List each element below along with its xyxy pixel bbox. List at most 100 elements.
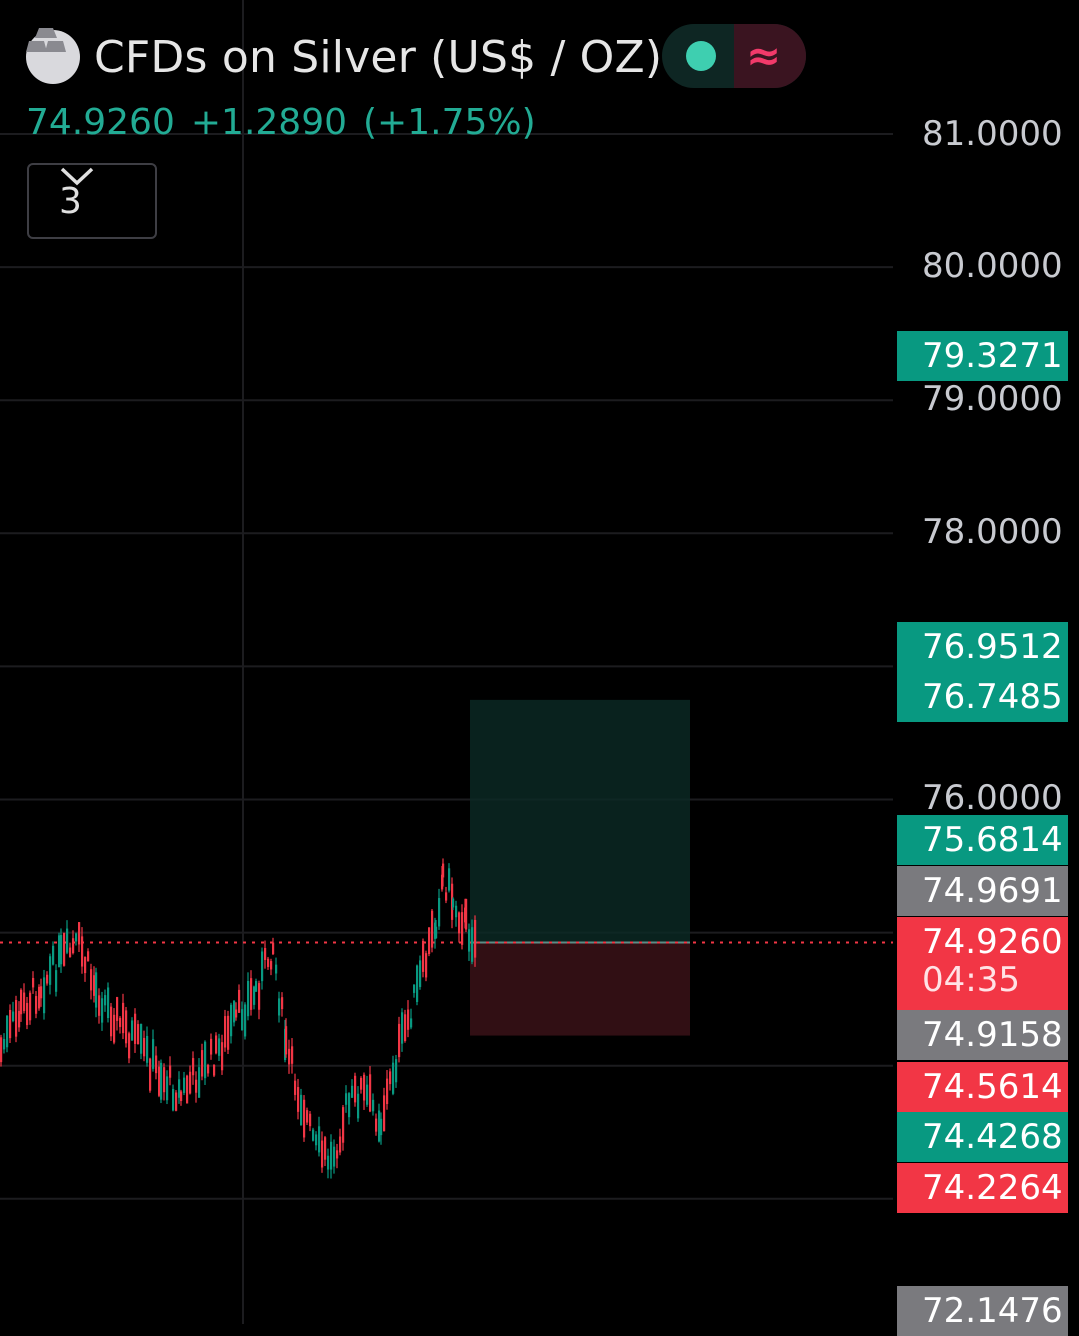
candle	[149, 1058, 152, 1091]
candle	[192, 1058, 195, 1076]
axis-label: 76.0000	[922, 778, 1063, 818]
candle	[294, 1080, 297, 1095]
candle	[404, 1014, 407, 1042]
price-tag[interactable]: 74.4268	[897, 1112, 1068, 1162]
candle	[93, 975, 96, 996]
candle	[107, 987, 110, 1019]
candle	[186, 1075, 189, 1104]
candle	[72, 938, 75, 954]
candle	[35, 996, 38, 1014]
symbol-title[interactable]: CFDs on Silver (US$ / OZ)	[94, 31, 663, 83]
candle	[32, 977, 35, 988]
candle	[375, 1118, 378, 1132]
candle	[442, 863, 445, 878]
candle	[419, 960, 422, 987]
candle	[63, 932, 66, 966]
candle	[189, 1071, 192, 1094]
candle	[116, 997, 119, 1021]
candle	[285, 1026, 288, 1055]
candle	[380, 1118, 383, 1136]
candle	[152, 1039, 155, 1069]
price-tag-value: 74.4268	[922, 1117, 1063, 1157]
current-price-tag[interactable]: 74.9260 04:35	[897, 917, 1068, 1011]
candle	[261, 951, 264, 982]
axis-label: 78.0000	[922, 512, 1063, 552]
price-tag[interactable]: 74.9691	[897, 866, 1068, 916]
symbol-header[interactable]: CFDs on Silver (US$ / OZ)	[26, 26, 662, 88]
indicators-toggle-button[interactable]: 3	[27, 163, 157, 239]
candle	[122, 1002, 125, 1034]
candle	[428, 927, 431, 954]
candle	[180, 1091, 183, 1101]
candle	[40, 986, 43, 999]
candle	[321, 1140, 324, 1168]
market-status-pill[interactable]: ≈	[662, 24, 806, 88]
candle	[125, 1010, 128, 1044]
price-tag[interactable]: 75.6814	[897, 815, 1068, 865]
candle	[258, 983, 261, 1010]
candle	[213, 1064, 216, 1076]
candle	[131, 1020, 134, 1041]
candle	[101, 998, 104, 1023]
candle	[431, 910, 434, 948]
price-tag-value: 74.2264	[922, 1168, 1063, 1208]
candle	[241, 1009, 244, 1031]
candle	[461, 912, 464, 945]
candle	[366, 1084, 369, 1105]
price-tag-value: 74.5614	[922, 1067, 1063, 1107]
candle	[178, 1079, 181, 1098]
candle	[23, 992, 26, 1012]
price-tag-value: 74.9158	[922, 1015, 1063, 1055]
candle	[250, 978, 253, 1010]
candle	[471, 927, 474, 962]
candle	[172, 1088, 175, 1111]
candle	[66, 928, 69, 953]
candle	[29, 992, 32, 1021]
price-tag-value: 79.3271	[922, 336, 1063, 376]
candle	[46, 974, 49, 984]
price-tag[interactable]: 74.9158	[897, 1010, 1068, 1060]
price-change: +1.2890	[190, 102, 348, 143]
candle	[58, 935, 61, 968]
candle	[201, 1050, 204, 1077]
candle	[169, 1065, 172, 1078]
candle	[238, 989, 241, 1013]
price-tag[interactable]: 74.2264	[897, 1163, 1068, 1213]
candle	[339, 1136, 342, 1153]
candle	[378, 1110, 381, 1142]
price-tag[interactable]: 76.9512	[897, 622, 1068, 672]
candle	[175, 1092, 178, 1111]
candle	[90, 969, 93, 991]
price-tag[interactable]: 74.5614	[897, 1062, 1068, 1112]
candle	[95, 972, 98, 1008]
candle	[49, 956, 52, 985]
candle	[468, 929, 471, 952]
candle	[6, 1015, 9, 1048]
candle	[354, 1075, 357, 1103]
candle	[255, 981, 258, 992]
candle	[389, 1071, 392, 1085]
candle	[278, 998, 281, 1016]
candle	[60, 935, 63, 965]
candle	[69, 947, 72, 958]
price-tag[interactable]: 76.7485	[897, 672, 1068, 722]
delayed-data-icon: ≈	[746, 31, 782, 80]
candle	[435, 926, 438, 939]
silver-bars-icon	[26, 28, 80, 84]
price-tag-value: 76.9512	[922, 627, 1063, 667]
price-tag[interactable]: 72.1476	[897, 1286, 1068, 1336]
candle	[18, 1010, 21, 1028]
axis-label: 79.0000	[922, 379, 1063, 419]
candle	[218, 1038, 221, 1056]
price-tag-value: 72.1476	[922, 1291, 1063, 1331]
price-tag[interactable]: 79.3271	[897, 331, 1068, 381]
price-tag-value: 74.9260	[922, 922, 1063, 962]
candle	[267, 958, 270, 967]
axis-label: 81.0000	[922, 114, 1063, 154]
candle	[143, 1037, 146, 1057]
candle	[87, 951, 90, 962]
candle	[195, 1079, 198, 1093]
candle	[146, 1035, 149, 1063]
